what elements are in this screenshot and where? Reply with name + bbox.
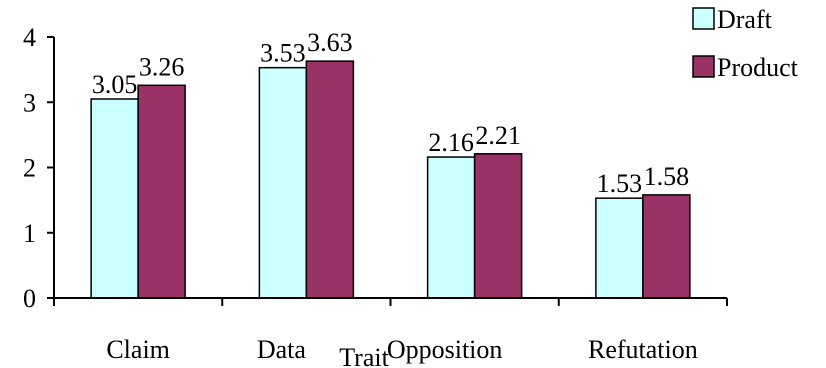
data-label-draft: 3.53 <box>260 39 306 68</box>
bar-product <box>305 60 355 299</box>
legend-swatch-draft <box>692 7 715 30</box>
bar-product <box>473 153 523 299</box>
bar-product <box>137 84 186 299</box>
legend-swatch-product <box>692 55 715 78</box>
bars-layer <box>90 60 691 299</box>
data-label-product: 3.63 <box>307 28 353 57</box>
legend: Draft Product <box>692 5 799 82</box>
data-label-product: 2.21 <box>475 121 521 150</box>
y-tick-label: 0 <box>23 284 36 313</box>
bar-product <box>642 194 691 299</box>
legend-label-draft: Draft <box>717 5 773 34</box>
bar-draft <box>258 66 308 299</box>
data-label-draft: 2.16 <box>428 128 474 157</box>
x-axis-title: Trait <box>339 343 389 368</box>
data-label-draft: 1.53 <box>597 169 643 198</box>
category-label: Refutation <box>588 335 698 364</box>
y-tick-label: 4 <box>23 23 36 52</box>
y-tick-label: 1 <box>23 219 36 248</box>
data-label-product: 1.58 <box>644 162 690 191</box>
legend-label-product: Product <box>717 53 799 82</box>
category-label: Data <box>257 335 307 364</box>
y-ticks: 0 1 2 3 4 <box>23 23 54 313</box>
y-tick-label: 2 <box>23 154 36 183</box>
category-label: Claim <box>106 335 170 364</box>
data-label-product: 3.26 <box>139 52 185 81</box>
data-labels: 3.053.26 3.53 3.63 2.16 2.21 1.53 1.58 <box>92 28 689 198</box>
bar-draft <box>595 197 644 299</box>
category-labels: Claim Data Opposition Refutation <box>106 335 697 364</box>
bar-draft <box>90 98 139 299</box>
bar-draft <box>426 156 476 299</box>
y-tick-label: 3 <box>23 88 36 117</box>
x-ticks <box>53 298 728 306</box>
category-label: Opposition <box>387 335 503 364</box>
data-label-draft: 3.05 <box>92 70 138 99</box>
